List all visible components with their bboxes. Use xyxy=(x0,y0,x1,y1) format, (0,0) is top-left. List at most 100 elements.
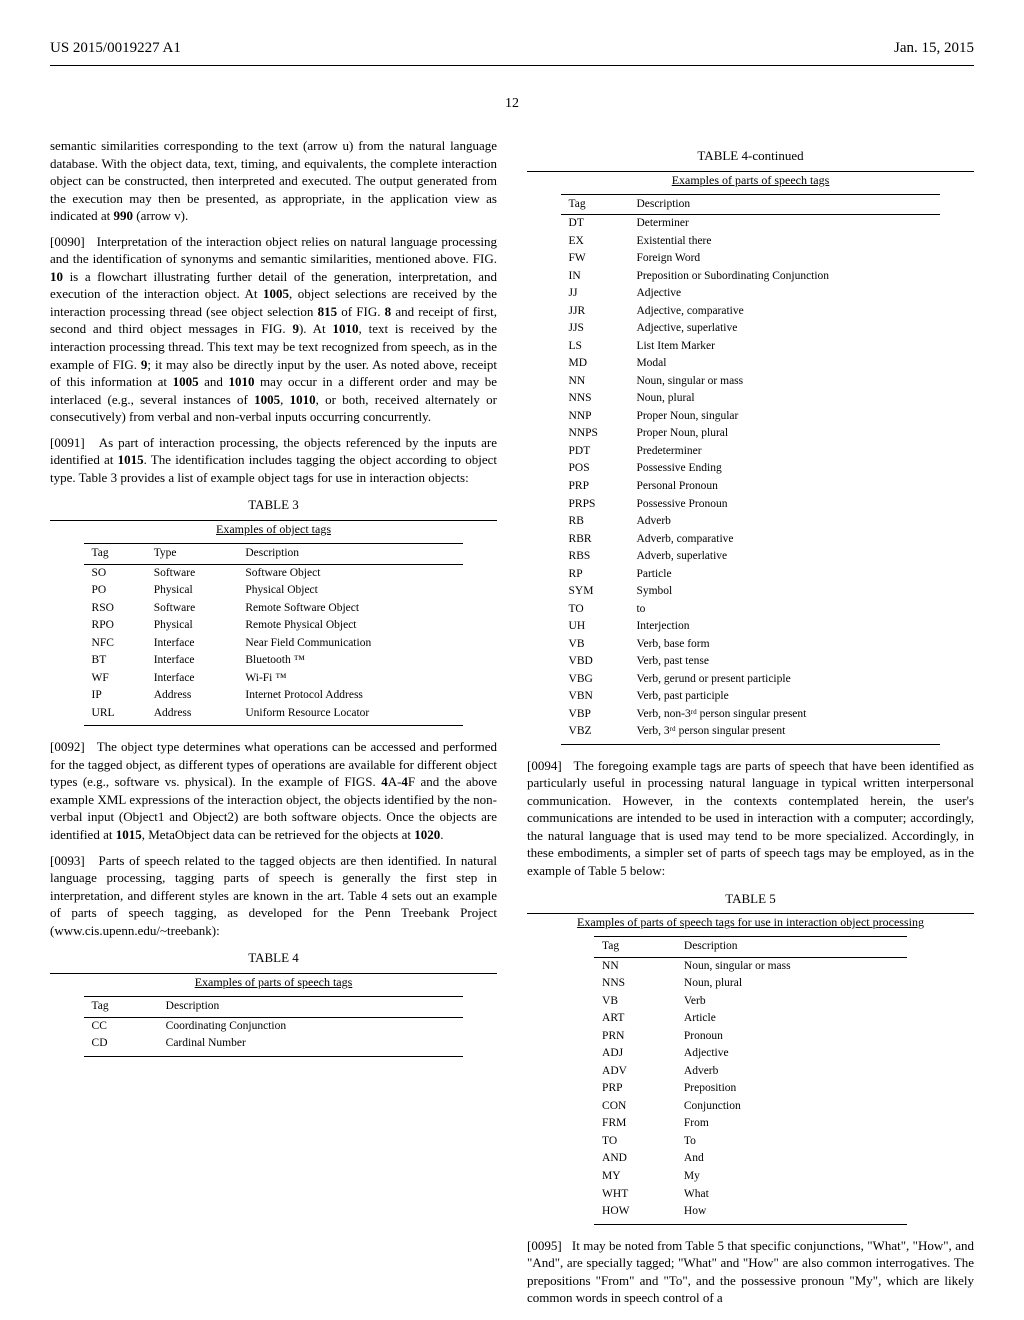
table-row: VBNVerb, past participle xyxy=(561,688,941,706)
para-0095: [0095] It may be noted from Table 5 that… xyxy=(527,1237,974,1307)
table-row: WFInterfaceWi-Fi ™ xyxy=(84,670,464,688)
table4cont-subtitle: Examples of parts of speech tags xyxy=(527,172,974,188)
table-cell: Adjective, comparative xyxy=(628,303,940,321)
table-cell: UH xyxy=(561,618,629,636)
table-cell: Particle xyxy=(628,566,940,584)
table-cell: Internet Protocol Address xyxy=(237,687,463,705)
table-cell: Adverb xyxy=(676,1063,907,1081)
table-row: FWForeign Word xyxy=(561,250,941,268)
table-row: ANDAnd xyxy=(594,1150,907,1168)
table-cell: FW xyxy=(561,250,629,268)
table-row: SOSoftwareSoftware Object xyxy=(84,564,464,582)
publication-number: US 2015/0019227 A1 xyxy=(50,40,181,57)
table-cell: Verb xyxy=(676,993,907,1011)
table-cell: RBR xyxy=(561,531,629,549)
table-cell: VB xyxy=(594,993,676,1011)
table-cell: ADJ xyxy=(594,1045,676,1063)
table-cell: JJ xyxy=(561,285,629,303)
table-cell: Predeterminer xyxy=(628,443,940,461)
table-row: TOTo xyxy=(594,1133,907,1151)
table-cell: List Item Marker xyxy=(628,338,940,356)
table-cell: Article xyxy=(676,1010,907,1028)
right-column: TABLE 4-continued Examples of parts of s… xyxy=(527,137,974,1315)
table-cell: WHT xyxy=(594,1186,676,1204)
table-cell: DT xyxy=(561,215,629,233)
table-row: PRPPersonal Pronoun xyxy=(561,478,941,496)
table-row: RPOPhysicalRemote Physical Object xyxy=(84,617,464,635)
table-cell: Noun, singular or mass xyxy=(628,373,940,391)
table-cell: PRP xyxy=(561,478,629,496)
table-row: JJRAdjective, comparative xyxy=(561,303,941,321)
table-row: ADJAdjective xyxy=(594,1045,907,1063)
para-0091: [0091] As part of interaction processing… xyxy=(50,434,497,487)
table-cell: Conjunction xyxy=(676,1098,907,1116)
table-cell: VB xyxy=(561,636,629,654)
table-cell: NNS xyxy=(594,975,676,993)
table-row: EXExistential there xyxy=(561,233,941,251)
table-cell: Verb, 3ʳᵈ person singular present xyxy=(628,723,940,744)
table-cell: And xyxy=(676,1150,907,1168)
table-cell: JJS xyxy=(561,320,629,338)
table-cell: NNS xyxy=(561,390,629,408)
table-row: RSOSoftwareRemote Software Object xyxy=(84,600,464,618)
table-row: ADVAdverb xyxy=(594,1063,907,1081)
table-cell: Verb, past participle xyxy=(628,688,940,706)
header-divider xyxy=(50,65,974,66)
table-cell: VBP xyxy=(561,706,629,724)
table-cell: Personal Pronoun xyxy=(628,478,940,496)
table-cell: Verb, non-3ʳᵈ person singular present xyxy=(628,706,940,724)
table-row: RBSAdverb, superlative xyxy=(561,548,941,566)
table4-caption: TABLE 4 xyxy=(50,949,497,967)
table-cell: TO xyxy=(594,1133,676,1151)
table-cell: Possessive Pronoun xyxy=(628,496,940,514)
table-row: INPreposition or Subordinating Conjuncti… xyxy=(561,268,941,286)
para-0094: [0094] The foregoing example tags are pa… xyxy=(527,757,974,880)
table-row: RPParticle xyxy=(561,566,941,584)
table-5: Tag Description NNNoun, singular or mass… xyxy=(594,936,907,1224)
table-cell: What xyxy=(676,1186,907,1204)
table-row: VBGVerb, gerund or present participle xyxy=(561,671,941,689)
table-cell: JJR xyxy=(561,303,629,321)
table-cell: POS xyxy=(561,460,629,478)
table-cell: Adverb xyxy=(628,513,940,531)
table-row: IPAddressInternet Protocol Address xyxy=(84,687,464,705)
table-cell: Pronoun xyxy=(676,1028,907,1046)
table-cell: Address xyxy=(146,705,238,726)
table-cell: Verb, gerund or present participle xyxy=(628,671,940,689)
table-cell: MY xyxy=(594,1168,676,1186)
table-cell: CC xyxy=(84,1017,158,1035)
table-cell: Noun, plural xyxy=(676,975,907,993)
table-cell: NNP xyxy=(561,408,629,426)
table-row: MDModal xyxy=(561,355,941,373)
table-row: BTInterfaceBluetooth ™ xyxy=(84,652,464,670)
table-cell: RB xyxy=(561,513,629,531)
table-cell: MD xyxy=(561,355,629,373)
table-cell: Software xyxy=(146,564,238,582)
table-cell: Software Object xyxy=(237,564,463,582)
table-cell: NFC xyxy=(84,635,146,653)
table-cell: Adverb, comparative xyxy=(628,531,940,549)
table-row: POSPossessive Ending xyxy=(561,460,941,478)
table-row: VBZVerb, 3ʳᵈ person singular present xyxy=(561,723,941,744)
table-cell: How xyxy=(676,1203,907,1224)
table-cell: NN xyxy=(561,373,629,391)
table-cell: Remote Physical Object xyxy=(237,617,463,635)
table-row: CCCoordinating Conjunction xyxy=(84,1017,464,1035)
table-row: CONConjunction xyxy=(594,1098,907,1116)
table-row: PRPPreposition xyxy=(594,1080,907,1098)
table-row: SYMSymbol xyxy=(561,583,941,601)
table4cont-caption: TABLE 4-continued xyxy=(527,147,974,165)
left-column: semantic similarities corresponding to t… xyxy=(50,137,497,1315)
table-row: VBVerb, base form xyxy=(561,636,941,654)
table-cell: Uniform Resource Locator xyxy=(237,705,463,726)
table-cell: PRN xyxy=(594,1028,676,1046)
table-row: VBPVerb, non-3ʳᵈ person singular present xyxy=(561,706,941,724)
table-cell: Bluetooth ™ xyxy=(237,652,463,670)
table-cell: Wi-Fi ™ xyxy=(237,670,463,688)
table-cell: NN xyxy=(594,957,676,975)
table-cell: Proper Noun, singular xyxy=(628,408,940,426)
table-cell: Verb, base form xyxy=(628,636,940,654)
table-cell: VBZ xyxy=(561,723,629,744)
table-cell: Preposition xyxy=(676,1080,907,1098)
table-row: HOWHow xyxy=(594,1203,907,1224)
